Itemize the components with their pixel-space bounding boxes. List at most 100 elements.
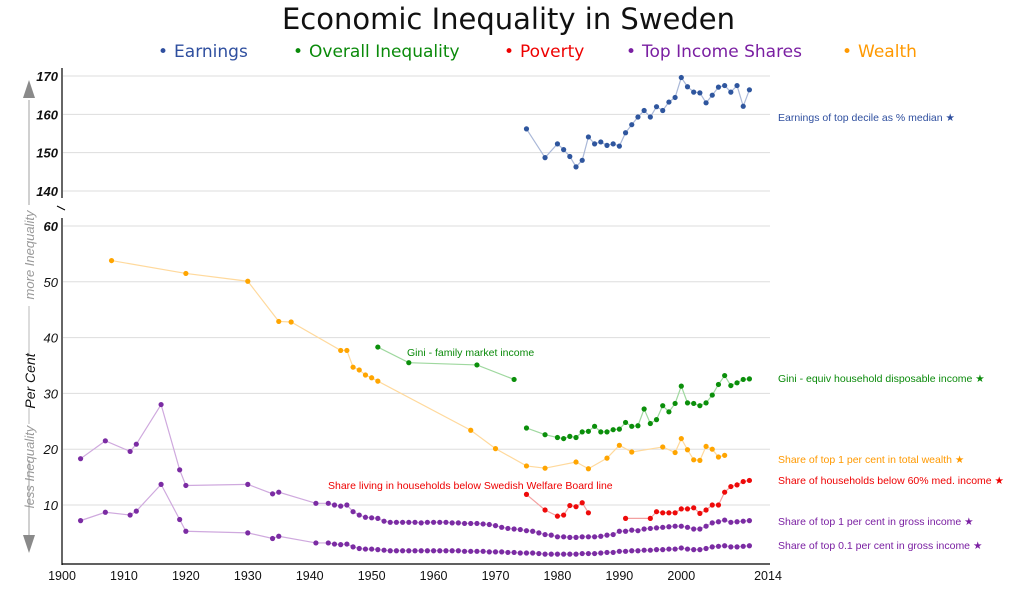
x-tick-label: 1930 (234, 569, 262, 583)
data-point (561, 551, 567, 557)
data-point (387, 519, 393, 525)
data-point (344, 347, 350, 354)
data-point (486, 521, 492, 528)
data-point (604, 455, 610, 461)
y-tick-label: 60 (44, 219, 59, 234)
legend-item-poverty[interactable]: • Poverty (504, 42, 584, 62)
data-point (369, 546, 375, 552)
data-point (585, 510, 592, 516)
data-point (653, 417, 660, 423)
data-point (344, 541, 350, 547)
data-point (703, 443, 709, 450)
data-point (598, 139, 604, 145)
data-point (183, 528, 189, 534)
data-point (554, 513, 561, 519)
data-point (331, 502, 338, 508)
data-point (542, 432, 548, 438)
data-point (734, 380, 740, 386)
legend-dot-icon: • (504, 42, 515, 62)
data-point (542, 155, 548, 161)
data-point (177, 516, 183, 523)
data-point (591, 423, 598, 429)
data-point (375, 344, 381, 350)
legend-label: Top Income Shares (642, 42, 802, 62)
data-point (393, 519, 400, 525)
data-point (715, 381, 722, 388)
data-point (653, 104, 660, 110)
data-point (585, 534, 592, 540)
data-point (728, 382, 734, 389)
data-point (276, 533, 282, 539)
data-point (728, 544, 734, 550)
data-point (406, 360, 412, 366)
data-point (697, 547, 703, 553)
x-tick-label: 1920 (172, 569, 200, 583)
data-point (554, 141, 561, 147)
data-point (728, 89, 734, 95)
legend-label: Overall Inequality (309, 42, 460, 62)
data-point (709, 520, 715, 526)
data-point (542, 507, 548, 513)
data-point (573, 551, 579, 557)
data-point (610, 531, 616, 538)
data-point (511, 549, 517, 556)
data-point (108, 257, 115, 264)
data-point (517, 550, 523, 556)
legend-item-wealth[interactable]: • Wealth (842, 42, 917, 62)
data-point (561, 534, 567, 540)
data-point (573, 459, 579, 465)
data-point (567, 551, 573, 557)
y-tick-label: 50 (44, 275, 59, 290)
data-point (276, 318, 282, 325)
data-point (561, 512, 567, 518)
data-point (579, 550, 585, 557)
data-point (375, 547, 381, 553)
data-point (585, 550, 592, 557)
data-point (635, 114, 641, 120)
x-tick-label: 1970 (482, 569, 510, 583)
data-point (344, 502, 350, 508)
legend-dot-icon: • (158, 42, 169, 62)
legend-item-top-income-shares[interactable]: • Top Income Shares (626, 42, 802, 62)
data-point (647, 515, 653, 521)
data-point (567, 433, 573, 439)
data-point (678, 435, 684, 442)
data-point (672, 523, 678, 529)
data-point (511, 526, 517, 532)
series-annotation: Share of top 1 per cent in gross income … (778, 516, 974, 528)
data-point (647, 525, 653, 532)
series-annotation: Gini - equiv household disposable income… (778, 373, 985, 385)
data-point (697, 510, 703, 516)
data-point (703, 400, 709, 406)
data-point (579, 534, 585, 540)
data-point (430, 519, 437, 525)
data-point (746, 376, 753, 382)
data-point (709, 446, 715, 452)
data-point (177, 467, 183, 473)
data-point (684, 546, 691, 552)
data-point (666, 524, 672, 530)
data-point (604, 549, 610, 556)
legend-item-overall-inequality[interactable]: • Overall Inequality (293, 42, 460, 62)
data-point (715, 84, 722, 90)
data-point (635, 548, 641, 554)
data-point (393, 548, 400, 554)
data-point (468, 520, 474, 527)
data-point (728, 519, 734, 525)
data-point (629, 122, 635, 128)
data-point (573, 504, 579, 510)
data-point (350, 544, 356, 550)
data-point (709, 544, 715, 550)
data-point (567, 153, 573, 160)
data-point (486, 549, 492, 555)
more-inequality-label: more Inequality (22, 209, 37, 299)
data-point (400, 519, 406, 525)
legend-item-earnings[interactable]: • Earnings (158, 42, 248, 62)
data-point (703, 523, 709, 529)
data-point (499, 549, 505, 555)
data-point (740, 103, 746, 109)
data-point (542, 465, 548, 471)
series-7 (77, 481, 753, 557)
data-point (585, 466, 592, 472)
data-point (672, 94, 678, 101)
